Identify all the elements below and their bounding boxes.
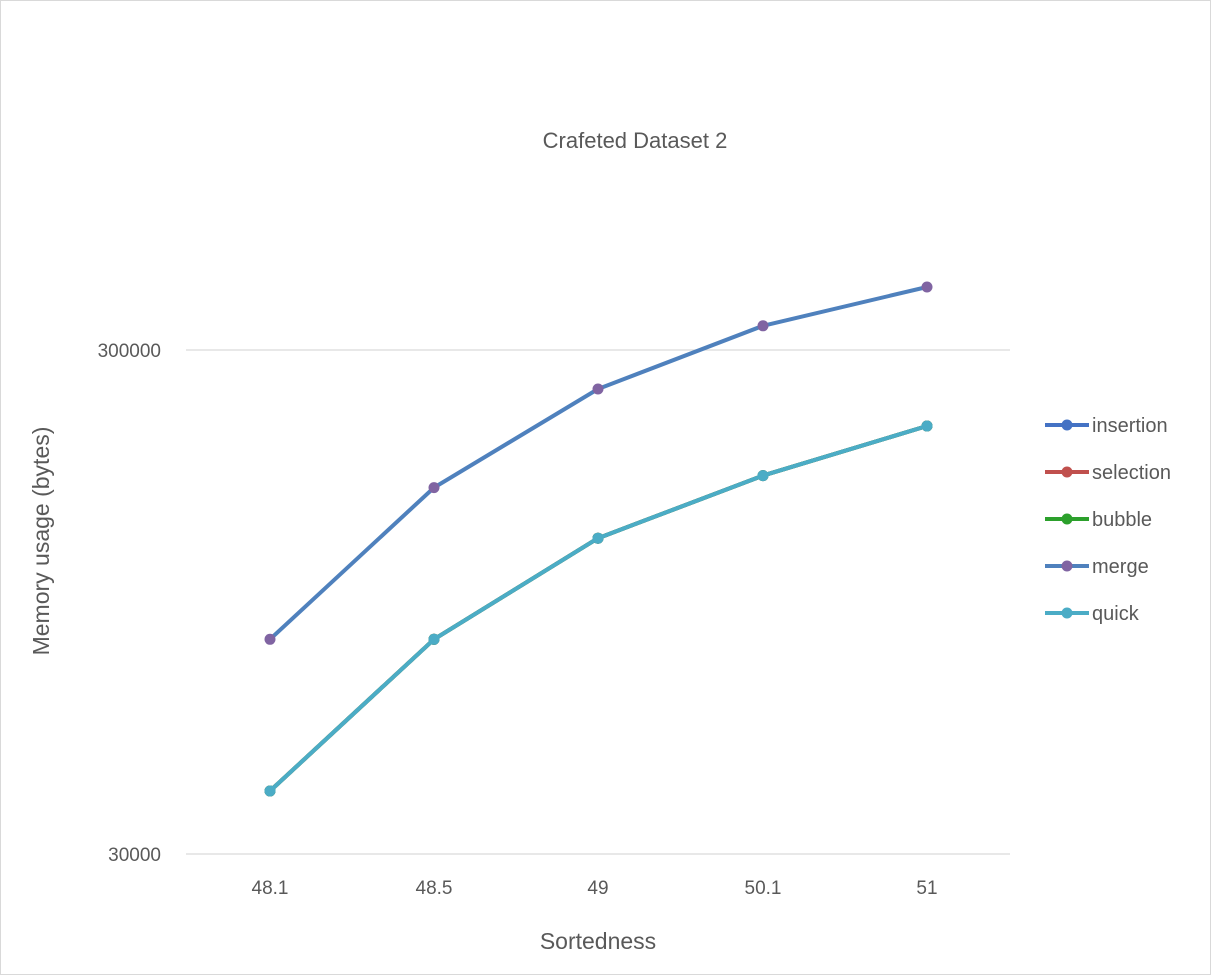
legend-item-quick: quick [1045, 603, 1140, 625]
series-selection [264, 420, 933, 797]
y-tick-label: 30000 [108, 845, 161, 866]
legend-swatch-marker [1061, 513, 1073, 525]
legend-item-merge: merge [1045, 556, 1149, 578]
data-point-quick [264, 785, 276, 797]
series-insertion [264, 420, 933, 797]
legend-swatch-marker [1061, 466, 1073, 478]
data-point-quick [428, 633, 440, 645]
legend-label: quick [1092, 603, 1140, 625]
data-point-merge [921, 281, 933, 293]
legend-item-insertion: insertion [1045, 415, 1168, 437]
legend-swatch-marker [1061, 560, 1073, 572]
data-point-merge [592, 383, 604, 395]
data-point-merge [264, 633, 276, 645]
chart-title: Crafeted Dataset 2 [543, 128, 728, 153]
legend-item-selection: selection [1045, 462, 1171, 484]
legend-label: selection [1092, 462, 1171, 484]
data-point-quick [757, 470, 769, 482]
x-tick-label: 49 [587, 878, 608, 899]
legend-label: bubble [1092, 509, 1152, 531]
x-tick-label: 48.1 [252, 878, 289, 899]
data-point-quick [921, 420, 933, 432]
series-line-insertion [268, 424, 929, 793]
x-tick-label: 48.5 [416, 878, 453, 899]
x-tick-label: 51 [916, 878, 937, 899]
x-axis-title: Sortedness [540, 928, 656, 954]
data-point-merge [757, 320, 769, 332]
series-merge [264, 281, 933, 645]
legend-swatch-marker [1061, 607, 1073, 619]
x-tick-label: 50.1 [745, 878, 782, 899]
series-line-quick [268, 424, 929, 793]
legend-label: merge [1092, 556, 1149, 578]
series-bubble [264, 420, 933, 797]
series-line-selection [268, 424, 929, 793]
legend-swatch-marker [1061, 419, 1073, 431]
series-line-bubble [268, 424, 929, 793]
series-line-merge [268, 285, 929, 642]
legend-item-bubble: bubble [1045, 509, 1152, 531]
data-point-quick [592, 532, 604, 544]
y-tick-label: 300000 [98, 341, 161, 362]
y-axis-title: Memory usage (bytes) [28, 427, 54, 656]
data-point-merge [428, 482, 440, 494]
series-quick [264, 420, 933, 797]
legend-label: insertion [1092, 415, 1168, 437]
